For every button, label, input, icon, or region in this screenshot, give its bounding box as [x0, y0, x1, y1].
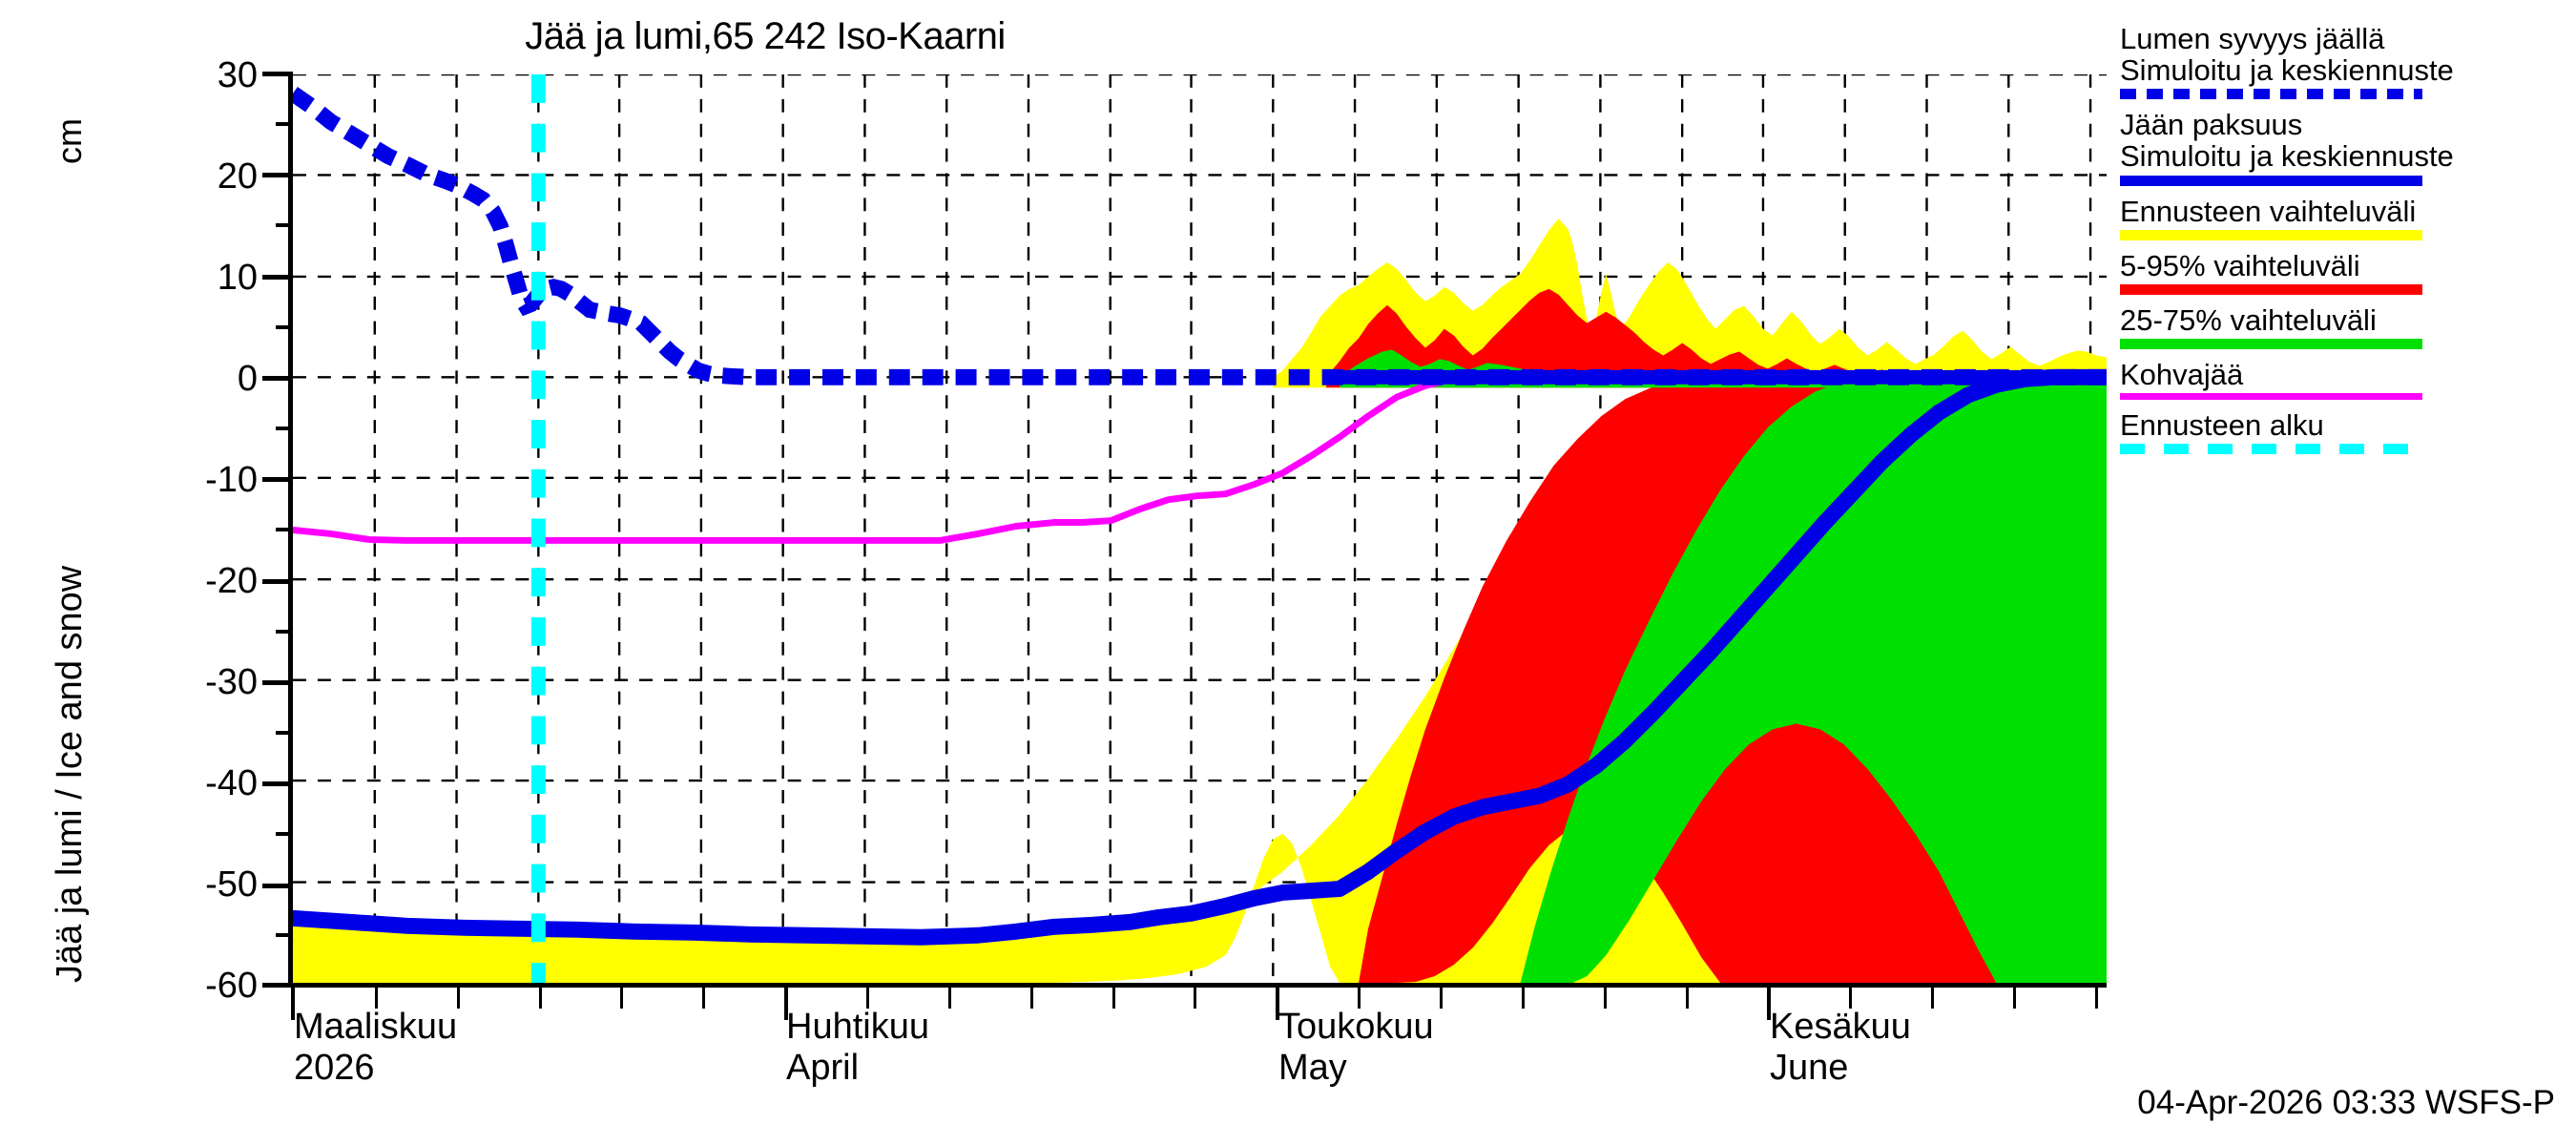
series-snow-depth-line	[293, 86, 2107, 385]
x-label-april-en: April	[786, 1047, 860, 1088]
legend-item-ice-thickness: Jään paksuus Simuloitu ja keskiennuste	[2120, 108, 2568, 186]
legend-swatch-25-75-icon	[2120, 339, 2422, 350]
plot-graphics	[293, 74, 2107, 983]
series-kohvajaa-line	[293, 373, 2107, 544]
y-axis-label: Jää ja lumi / Ice and snow	[50, 565, 90, 983]
y-tick-label: -60	[205, 966, 258, 1006]
legend-label-title: Ennusteen alku	[2120, 408, 2324, 443]
legend-swatch-forecast-spread-icon	[2120, 229, 2422, 240]
band-forecast-spread-yellow	[1273, 219, 2107, 388]
x-label-june-en: June	[1770, 1047, 1849, 1088]
y-tick-label: 20	[217, 156, 258, 197]
x-label-march-fi: Maaliskuu	[294, 1007, 458, 1047]
y-tick-label: -50	[205, 864, 258, 905]
legend-swatch-snow-depth-icon	[2120, 89, 2422, 100]
legend-label-title: Lumen syvyys jäällä	[2120, 22, 2385, 55]
y-tick-label: -30	[205, 662, 258, 702]
y-tick-label: 0	[237, 359, 258, 399]
band-25-75-green-below-zero	[1520, 377, 2107, 983]
y-tick-label: -10	[205, 460, 258, 500]
legend-item-forecast-start: Ennusteen alku	[2120, 408, 2568, 455]
legend-item-kohvajaa: Kohvajää	[2120, 358, 2568, 401]
x-label-june-fi: Kesäkuu	[1770, 1007, 1911, 1047]
y-tick-label: 30	[217, 55, 258, 95]
x-label-april-fi: Huhtikuu	[786, 1007, 929, 1047]
chart-legend: Lumen syvyys jäällä Simuloitu ja keskien…	[2120, 23, 2568, 464]
x-label-may-fi: Toukokuu	[1278, 1007, 1434, 1047]
legend-label-title: 5-95% vaihteluväli	[2120, 248, 2360, 282]
legend-swatch-kohvajaa-icon	[2120, 393, 2422, 401]
legend-label-title: Jään paksuus	[2120, 108, 2303, 142]
legend-item-25-75: 25-75% vaihteluväli	[2120, 302, 2568, 350]
x-label-march: Maaliskuu 2026	[294, 1007, 457, 1088]
legend-item-snow-depth: Lumen syvyys jäällä Simuloitu ja keskien…	[2120, 22, 2568, 100]
legend-label-subtitle: Simuloitu ja keskiennuste	[2120, 139, 2454, 174]
legend-label-title: Ennusteen vaihteluväli	[2120, 194, 2417, 228]
x-label-march-en: 2026	[294, 1047, 375, 1088]
series-ice-thickness-line	[293, 368, 2107, 946]
page-title: Jää ja lumi,65 242 Iso-Kaarni	[525, 15, 1006, 57]
x-label-may: Toukokuu May	[1278, 1007, 1434, 1088]
legend-swatch-forecast-start-icon	[2120, 444, 2422, 455]
x-label-may-en: May	[1278, 1047, 1347, 1088]
plot-area	[262, 72, 2107, 1020]
y-tick-label: 10	[217, 258, 258, 298]
legend-item-forecast-spread: Ennusteen vaihteluväli	[2120, 194, 2568, 240]
legend-item-5-95: 5-95% vaihteluväli	[2120, 250, 2568, 295]
timestamp-stamp: 04-Apr-2026 03:33 WSFS-P	[2137, 1084, 2555, 1121]
y-axis-unit-label: cm	[50, 118, 89, 164]
legend-label-subtitle: Simuloitu ja keskiennuste	[2120, 53, 2454, 88]
legend-label-title: 25-75% vaihteluväli	[2120, 302, 2377, 337]
y-tick-label: -40	[205, 763, 258, 803]
band-5-95-red-above-zero	[1326, 288, 2107, 388]
plot-inner	[293, 74, 2107, 983]
x-label-april: Huhtikuu April	[786, 1007, 929, 1088]
y-tick-label: -20	[205, 561, 258, 601]
x-label-june: Kesäkuu June	[1770, 1007, 1911, 1088]
legend-swatch-5-95-icon	[2120, 283, 2422, 295]
legend-swatch-ice-thickness-icon	[2120, 175, 2422, 186]
legend-label-title: Kohvajää	[2120, 358, 2244, 392]
